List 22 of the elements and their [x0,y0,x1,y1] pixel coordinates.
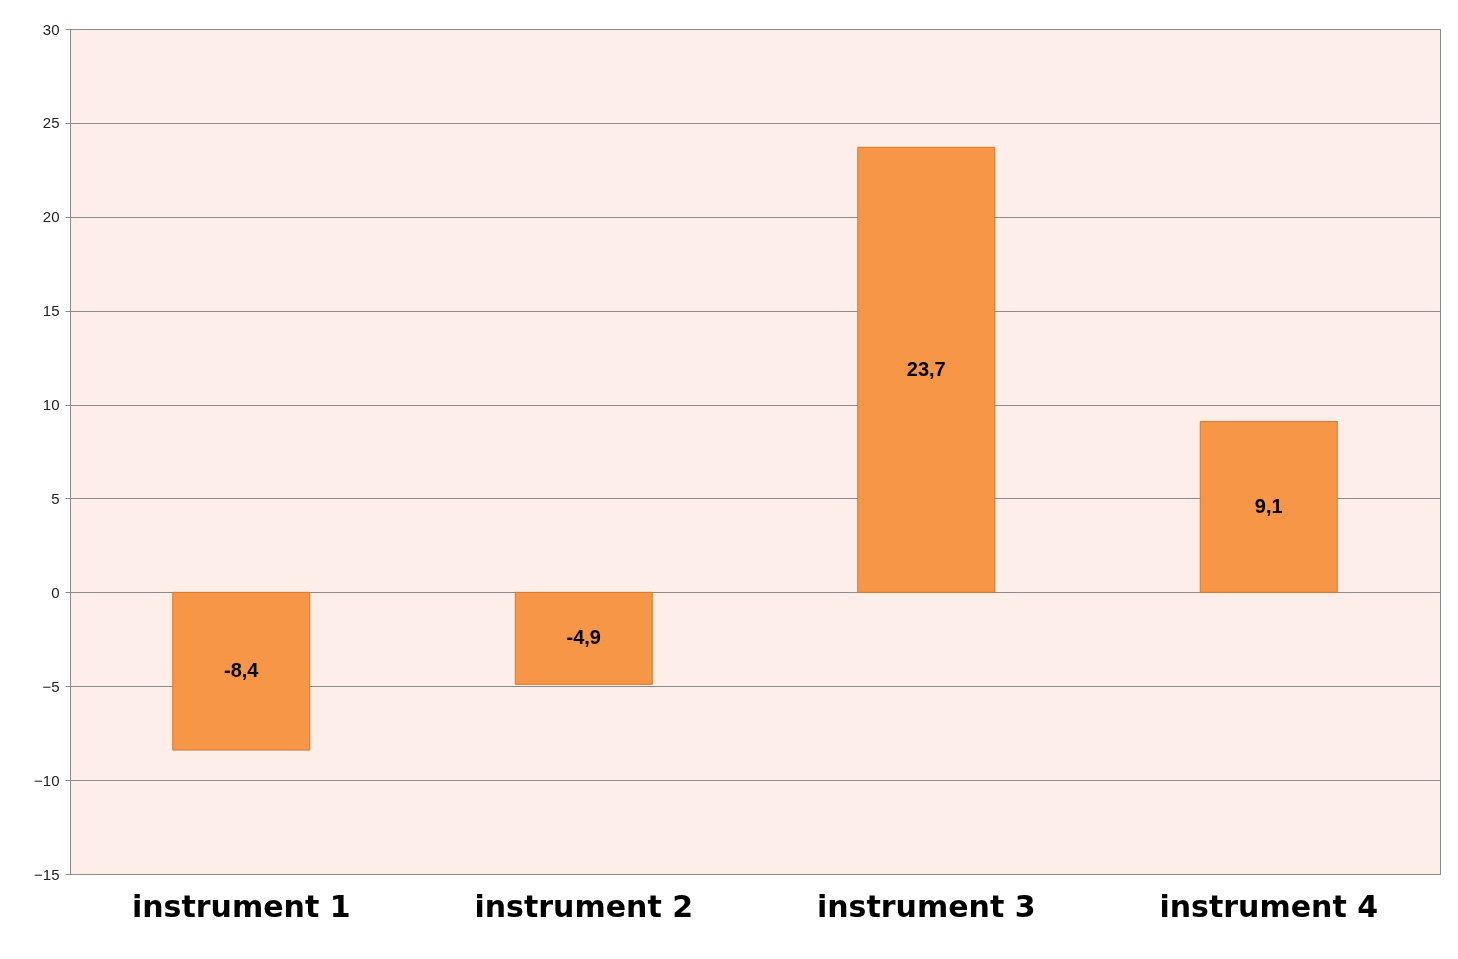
y-tick-label: −5 [42,677,60,695]
bar [857,146,996,593]
y-tick-label: 10 [42,396,60,414]
bar [514,591,653,685]
y-tick-label: 0 [51,583,60,601]
data-label: -8,4 [224,659,260,682]
y-tick-label: −10 [34,771,60,789]
x-tick-label: instrument 3 [816,888,1036,924]
y-tick-label: 15 [42,302,60,320]
x-tick-label: instrument 1 [131,888,351,924]
bar [172,591,311,751]
y-tick-label: 20 [42,208,60,226]
y-tick-label: −15 [34,865,60,883]
y-tick-label: 5 [51,489,60,507]
y-tick-label: 30 [42,20,60,38]
x-tick-label: instrument 4 [1159,888,1379,924]
data-label: -4,9 [566,626,601,649]
bar [1199,420,1338,593]
data-label: 9,1 [1254,494,1283,517]
data-label: 23,7 [906,357,946,380]
x-tick-label: instrument 2 [474,888,694,924]
y-tick-label: 25 [42,114,60,132]
